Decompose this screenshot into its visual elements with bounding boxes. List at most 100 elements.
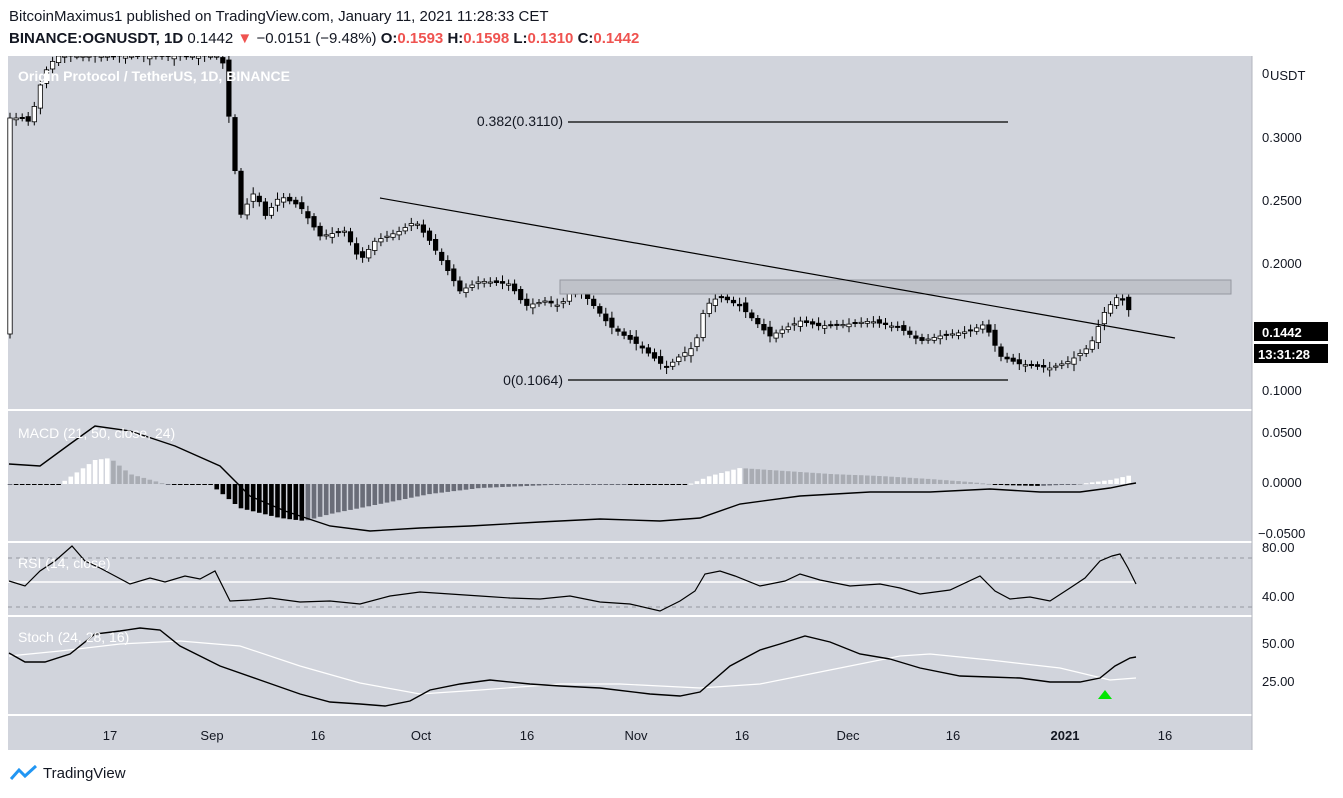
macd-bar xyxy=(342,484,347,512)
macd-bar xyxy=(962,481,967,484)
candle-down xyxy=(767,326,773,337)
candle-down xyxy=(597,306,603,314)
candle-up xyxy=(50,61,56,70)
chart-background xyxy=(8,56,1252,750)
price-change: −0.0151 (−9.48%) xyxy=(256,30,377,47)
macd-bar xyxy=(281,484,286,519)
candle-down xyxy=(305,211,311,219)
macd-bar xyxy=(548,484,554,485)
candle-up xyxy=(274,198,281,206)
macd-bar xyxy=(621,484,627,485)
candle-down xyxy=(876,319,883,324)
macd-bar xyxy=(177,484,183,485)
macd-bar xyxy=(208,484,213,485)
candle-down xyxy=(1028,363,1034,366)
macd-bar xyxy=(378,484,384,504)
macd-bar xyxy=(494,484,499,488)
macd-bar xyxy=(25,484,31,485)
macd-bar xyxy=(323,484,329,516)
macd-bar xyxy=(1120,477,1125,484)
candle-down xyxy=(1041,364,1047,368)
macd-bar xyxy=(360,484,365,508)
macd-bar xyxy=(1023,484,1028,486)
candle-up xyxy=(31,106,37,123)
macd-bar xyxy=(713,474,718,484)
candle-up xyxy=(1022,364,1029,367)
candle-down xyxy=(627,334,633,340)
candle-up xyxy=(1107,304,1114,314)
candle-up xyxy=(1114,297,1120,306)
stoch-tick: 25.00 xyxy=(1262,674,1295,689)
macd-bar xyxy=(311,484,317,519)
macd-bar xyxy=(542,484,548,486)
macd-histogram xyxy=(7,458,1131,521)
candle-down xyxy=(262,201,269,216)
macd-line xyxy=(8,425,1137,532)
macd-bar xyxy=(354,484,359,509)
candle-up xyxy=(773,332,779,339)
macd-bar xyxy=(269,484,274,516)
macd-bar xyxy=(822,473,827,484)
candle-up xyxy=(475,281,481,284)
time-tick: 16 xyxy=(735,728,749,743)
macd-bar xyxy=(336,484,341,513)
rsi-tick: 80.00 xyxy=(1262,540,1295,555)
macd-bar xyxy=(591,484,596,485)
candle-up xyxy=(1095,326,1101,344)
macd-bar xyxy=(615,484,621,485)
candle-up xyxy=(797,320,804,327)
macd-bar xyxy=(1102,480,1107,484)
macd-bar xyxy=(105,458,110,484)
candle-down xyxy=(1126,296,1132,311)
macd-bar xyxy=(998,484,1004,485)
macd-bar xyxy=(287,484,292,520)
candle-up xyxy=(250,193,256,202)
price-tick: 0 xyxy=(1262,66,1269,81)
candle-up xyxy=(1101,311,1107,325)
tradingview-icon xyxy=(9,764,38,780)
macd-bar xyxy=(123,470,128,484)
current-price-tag xyxy=(1254,322,1328,341)
countdown-tag xyxy=(1254,344,1328,363)
candle-down xyxy=(919,337,925,341)
time-tick: Dec xyxy=(836,728,860,743)
macd-bar xyxy=(877,476,882,484)
high-value: 0.1598 xyxy=(463,30,510,47)
macd-bar xyxy=(792,471,797,484)
candle-up xyxy=(128,56,135,58)
candle-up xyxy=(1047,367,1053,371)
macd-bar xyxy=(141,477,147,484)
candle-up xyxy=(414,223,421,226)
macd-bar xyxy=(646,484,651,485)
candle-up xyxy=(1071,357,1077,365)
macd-bar xyxy=(950,480,955,484)
time-tick: 2021 xyxy=(1051,728,1080,743)
macd-bar xyxy=(19,484,25,485)
macd-bar xyxy=(785,471,791,484)
macd-bar xyxy=(390,484,396,502)
buy-arrow-icon xyxy=(1098,690,1112,699)
low-label: L: xyxy=(513,30,528,47)
chart-area[interactable]: 0.382(0.3110) 0(0.1064) Origin Protocol … xyxy=(0,56,1343,756)
candle-up xyxy=(104,56,110,58)
tradingview-logo[interactable]: TradingView xyxy=(9,764,126,782)
candle-up xyxy=(56,56,62,63)
macd-bar xyxy=(919,478,925,484)
macd-label: MACD (21, 50, close, 24) xyxy=(18,425,175,441)
macd-bar xyxy=(38,484,43,485)
candle-up xyxy=(378,238,384,243)
candle-down xyxy=(992,329,998,346)
macd-bar xyxy=(129,474,134,484)
candle-down xyxy=(816,322,822,327)
candle-down xyxy=(256,195,262,203)
candle-up xyxy=(791,323,797,326)
macd-bar xyxy=(445,484,451,492)
macd-bar xyxy=(202,484,207,485)
candle-down xyxy=(1004,356,1010,360)
macd-bar xyxy=(293,484,299,520)
macd-bar xyxy=(44,484,49,485)
macd-bar xyxy=(810,472,815,484)
candle-down xyxy=(968,329,974,332)
macd-bar xyxy=(907,477,913,484)
candle-down xyxy=(828,324,834,327)
